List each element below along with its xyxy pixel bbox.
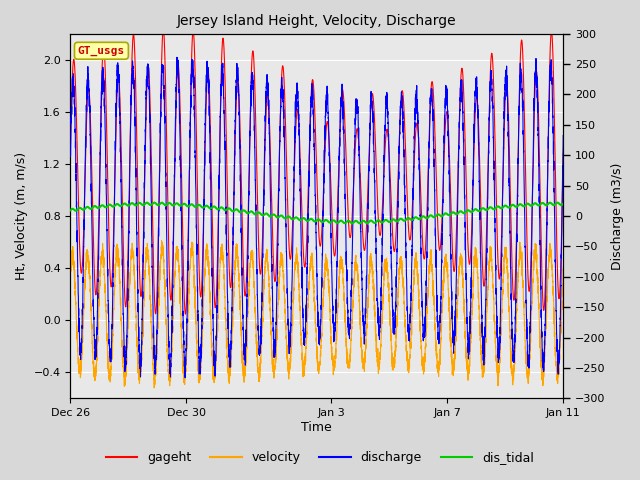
Title: Jersey Island Height, Velocity, Discharge: Jersey Island Height, Velocity, Discharg… xyxy=(177,14,456,28)
Y-axis label: Ht, Velocity (m, m/s): Ht, Velocity (m, m/s) xyxy=(15,152,28,280)
Y-axis label: Discharge (m3/s): Discharge (m3/s) xyxy=(611,162,624,270)
Text: GT_usgs: GT_usgs xyxy=(78,46,125,56)
X-axis label: Time: Time xyxy=(301,421,332,434)
Legend: gageht, velocity, discharge, dis_tidal: gageht, velocity, discharge, dis_tidal xyxy=(101,446,539,469)
